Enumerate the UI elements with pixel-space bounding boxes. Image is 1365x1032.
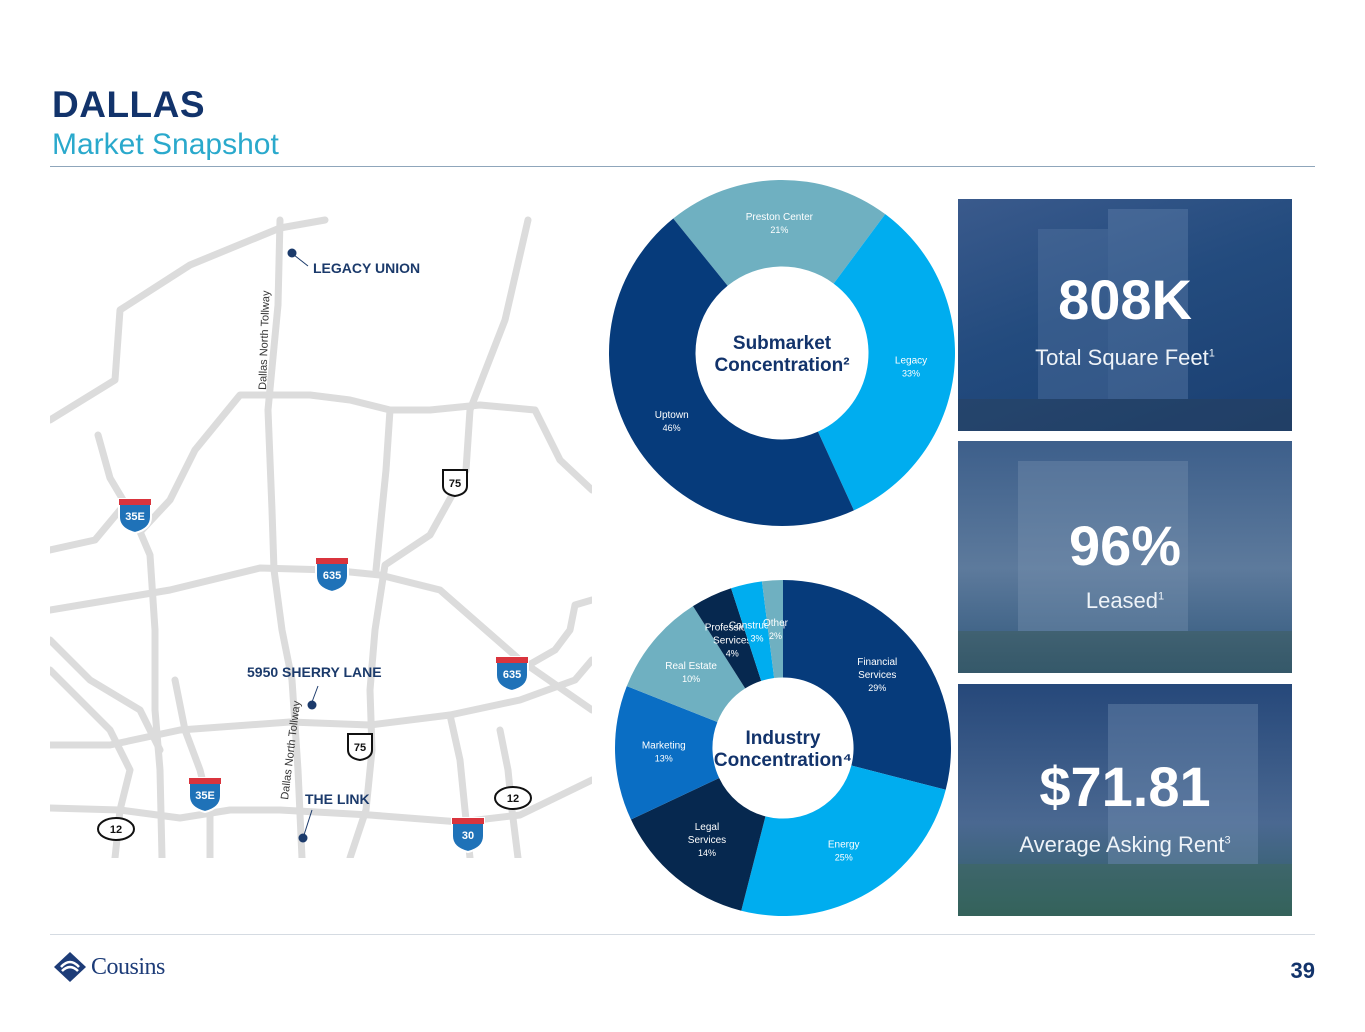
road-label: Dallas North Tollway [257,290,272,390]
the-link-pin [298,833,308,843]
shield-label: 75 [354,742,366,754]
property-markers: LEGACY UNION 5950 SHERRY LANE THE LINK [247,248,420,843]
stat-card-square-feet: 808K Total Square Feet1 [958,199,1292,431]
slice-value-label: 13% [655,754,673,764]
slice-value-label: 10% [682,674,700,684]
property-label-the-link: THE LINK [305,791,370,807]
donut-center-title: Concentration² [714,355,849,376]
shield-label: 75 [449,478,461,490]
interstate-shield: 30 [451,817,485,854]
slice-label: Construction [729,620,785,631]
interstate-shield: 35E [188,777,222,814]
page-subtitle: Market Snapshot [52,128,279,161]
shield-label: 35E [125,511,145,523]
donut-slice [817,214,955,511]
interstate-shield: 635 [495,656,529,693]
us-route-shield: 75 [347,733,373,762]
slice-value-label: 21% [770,225,788,235]
stat-value: 808K [1058,268,1192,331]
stat-label: Leased1 [1085,588,1165,613]
shield-label: 635 [323,570,341,582]
dallas-map: 35E 635 75 635 75 35E 12 [50,216,592,858]
stat-value: 96% [1068,514,1182,577]
building-photo [958,461,1292,673]
slice-value-label: 2% [769,631,782,641]
property-label-sherry-lane: 5950 SHERRY LANE [247,664,382,680]
shield-label: 35E [195,790,215,802]
page-title: DALLAS [52,84,206,125]
state-route-shield: 12 [97,817,135,841]
brand-name: Cousins [91,953,165,980]
highway-shields: 35E 635 75 635 75 35E 12 [97,469,532,854]
slice-value-label: 3% [750,633,763,643]
donut-center-title: Concentration⁴ [714,750,852,771]
donut-slice [608,218,854,527]
slice-value-label: 25% [835,853,853,863]
donut-slice [741,765,946,916]
donut-slice [692,588,762,689]
stat-label: Average Asking Rent3 [1019,832,1231,857]
slice-label: Services [858,670,896,681]
stat-label: Total Square Feet1 [1035,345,1215,370]
slice-label: Energy [828,840,860,851]
shield-label: 12 [110,824,122,836]
stat-card-leased: 96% Leased1 [958,441,1292,673]
state-route-shield: 12 [494,786,532,810]
slice-label: Financial [857,657,897,668]
shield-label: 635 [503,669,521,681]
page-number: 39 [1290,958,1315,983]
shield-label: 30 [462,830,474,842]
slice-label: Other [763,618,789,629]
slice-value-label: 14% [698,848,716,858]
donut-slice [615,686,720,820]
slice-value-label: 33% [902,368,920,378]
header-divider [50,166,1315,167]
stat-card-asking-rent: $71.81 Average Asking Rent3 [958,684,1292,916]
slice-label: Professional [705,622,760,633]
donut-slice [630,778,766,911]
slice-value-label: 4% [726,648,739,658]
donut-center-title: Submarket [733,333,832,354]
slice-label: Legal [695,822,719,833]
slice-value-label: 46% [663,423,681,433]
slice-label: Services [713,635,751,646]
slice-label: Real Estate [665,661,717,672]
slice-label: Legacy [895,355,927,366]
slice-label: Marketing [642,741,686,752]
industry-donut-chart: Financial Services 29% Energy 25% Legal Servic… [615,580,951,916]
slice-label: Preston Center [746,212,814,223]
cousins-logo: Cousins [53,950,165,984]
interstate-shield: 635 [315,557,349,594]
submarket-donut-chart: Preston Center 21% Legacy 33% Uptown 46% Subma… [608,180,955,527]
donut-center-title: Industry [746,728,821,749]
donut-slice [673,180,886,286]
stat-value: $71.81 [1039,755,1211,818]
slice-label: Services [688,835,726,846]
slice-label: Uptown [655,410,689,421]
slice-value-label: 29% [868,683,886,693]
interstate-shield: 35E [118,498,152,535]
building-photo [958,704,1292,916]
donut-slice [783,580,951,790]
donut-slice [761,580,783,678]
property-label-legacy-union: LEGACY UNION [313,260,420,276]
building-photo [958,209,1292,431]
shield-label: 12 [507,793,519,805]
map-roads [50,216,592,858]
us-route-shield: 75 [442,469,468,498]
footer-divider [50,934,1315,935]
donut-slice [626,606,746,723]
sherry-lane-pin [307,700,317,710]
cousins-logo-icon [54,952,86,982]
donut-slice [731,581,775,681]
